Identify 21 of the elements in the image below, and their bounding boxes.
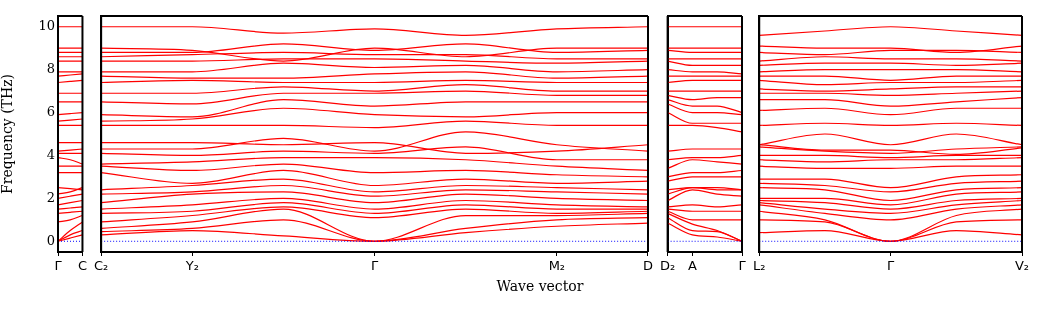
x-tick-label: Γ — [738, 258, 747, 274]
x-tick-label: Y₂ — [184, 258, 199, 274]
x-tick-label: Γ — [886, 258, 895, 274]
y-axis-title: Frequency (THz) — [0, 73, 16, 195]
x-tick-label: Γ — [370, 258, 379, 274]
x-tick-label: D — [642, 258, 653, 274]
y-tick-label: 4 — [46, 146, 55, 162]
x-tick-label: C₂ — [94, 258, 109, 274]
x-tick-label: V₂ — [1014, 258, 1030, 274]
y-tick-label: 2 — [46, 189, 55, 205]
x-tick-label: C — [77, 258, 87, 274]
x-tick-label: A — [687, 258, 697, 274]
x-axis-title: Wave vector — [495, 278, 585, 294]
x-tick-label: L₂ — [752, 258, 766, 274]
y-tick-label: 6 — [46, 103, 55, 119]
x-tick-label: M₂ — [548, 258, 566, 274]
x-tick-label: D₂ — [659, 258, 676, 274]
x-tick-label: Γ — [54, 258, 63, 274]
y-tick-label: 0 — [46, 232, 55, 248]
y-tick-label: 10 — [38, 18, 55, 34]
y-tick-label: 8 — [46, 61, 55, 77]
